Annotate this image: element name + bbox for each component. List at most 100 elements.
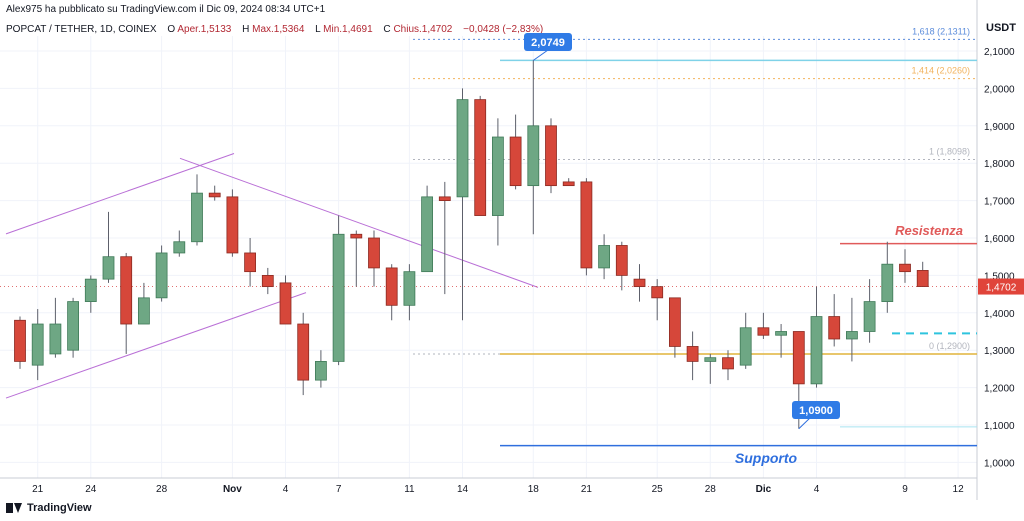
close-value: Chius.1,4702 (393, 24, 453, 35)
y-tick-label: 2,1000 (984, 47, 1015, 58)
candle-body (474, 99, 487, 216)
brand-label: TradingView (27, 502, 92, 514)
candle-body (651, 286, 664, 299)
x-tick-label: 4 (283, 484, 289, 495)
candle-body (208, 192, 221, 198)
candle-body (846, 331, 858, 340)
candle-body (191, 192, 203, 243)
candle-body (49, 323, 62, 355)
candle-body (244, 252, 257, 273)
candle-body (757, 327, 770, 336)
candle-body (403, 271, 416, 306)
open-label: O (167, 24, 176, 35)
tradingview-footer[interactable]: TradingView (6, 502, 92, 514)
x-tick-label: 28 (705, 484, 717, 495)
candle-body (137, 297, 150, 325)
candle-body (297, 323, 310, 381)
low-callout-label: 1,0900 (799, 405, 833, 417)
candle-body (155, 252, 168, 299)
high-label: H (242, 24, 250, 35)
x-tick-label: 11 (404, 484, 415, 495)
candle-body (739, 327, 752, 366)
y-tick-label: 1,2000 (984, 384, 1015, 395)
x-tick-label: 28 (156, 484, 168, 495)
candle-body (385, 267, 398, 306)
x-tick-label: Dic (756, 484, 772, 495)
fib-level-label: 1,618 (2,1311) (912, 26, 970, 36)
candle-body (226, 196, 239, 254)
candle-body (775, 331, 787, 336)
x-tick-label: 9 (902, 484, 908, 495)
x-tick-label: 21 (581, 484, 593, 495)
candle-body (704, 357, 717, 362)
candle-body (509, 136, 522, 187)
candle-body (545, 125, 557, 187)
candle-body (279, 282, 292, 325)
fib-level-label: 1,414 (2,0260) (911, 66, 970, 76)
candle-body (615, 245, 628, 276)
candle-body (810, 316, 823, 385)
x-tick-label: 7 (336, 484, 342, 495)
candle-body (580, 181, 593, 269)
candle-body (102, 256, 115, 280)
high-value: Max.1,5364 (252, 24, 305, 35)
last-price-tag (978, 278, 1024, 295)
candle-body (67, 301, 79, 351)
channel-lower-line (5, 292, 307, 399)
x-tick-label: 24 (85, 484, 97, 495)
candle-body (863, 301, 876, 332)
y-tick-label: 1,5000 (984, 271, 1015, 282)
x-tick-label: 14 (457, 484, 469, 495)
y-tick-label: 1,9000 (984, 122, 1015, 133)
candle-body (421, 196, 434, 273)
publisher-line: Alex975 ha pubblicato su TradingView.com… (6, 4, 326, 15)
x-tick-label: 4 (814, 484, 820, 495)
candle-body (899, 263, 911, 273)
candle-body (916, 270, 929, 287)
candle-body (173, 241, 186, 254)
candle-body (491, 136, 504, 216)
symbol-legend: POPCAT / TETHER, 1D, COINEX O Aper.1,513… (6, 24, 543, 35)
candle-body (332, 233, 345, 362)
candle-body (31, 323, 44, 366)
x-tick-label: 21 (32, 484, 44, 495)
candle-body (314, 361, 327, 381)
support-label: Supporto (735, 450, 798, 466)
fib-level-label: 0 (1,2900) (929, 341, 970, 351)
candle-body (792, 331, 805, 385)
low-callout-box (792, 401, 840, 419)
x-tick-label: 18 (528, 484, 540, 495)
y-tick-label: 1,0000 (984, 458, 1015, 469)
y-tick-label: 2,0000 (984, 84, 1015, 95)
open-value: Aper.1,5133 (177, 24, 232, 35)
candle-body (633, 278, 646, 288)
candle-body (456, 99, 469, 198)
candle-body (368, 237, 380, 269)
y-tick-label: 1,6000 (984, 234, 1015, 245)
y-tick-label: 1,8000 (984, 159, 1015, 170)
channel-upper-line (5, 153, 235, 235)
candle-body (527, 125, 540, 187)
candle-body (881, 263, 894, 302)
candle-body (14, 319, 26, 362)
candle-body (438, 196, 451, 202)
low-value: Min.1,4691 (323, 24, 373, 35)
change-value: −0,0428 (−2,83%) (463, 24, 544, 35)
resistance-label: Resistenza (895, 223, 963, 238)
high-callout-box (524, 33, 572, 51)
x-tick-label: Nov (223, 484, 242, 495)
symbol-name[interactable]: POPCAT / TETHER, 1D, COINEX (6, 24, 157, 35)
y-tick-label: 1,4000 (984, 309, 1015, 320)
x-tick-label: 25 (652, 484, 664, 495)
x-tick-label: 12 (953, 484, 965, 495)
candle-body (669, 297, 681, 347)
candle-body (722, 357, 734, 370)
low-label: L (315, 24, 321, 35)
fib-level-label: 1 (1,8098) (929, 147, 970, 157)
candle-body (84, 278, 97, 302)
y-tick-label: 1,1000 (984, 421, 1015, 432)
close-label: C (383, 24, 391, 35)
candle-body (120, 256, 133, 325)
downtrend-line (179, 157, 539, 288)
